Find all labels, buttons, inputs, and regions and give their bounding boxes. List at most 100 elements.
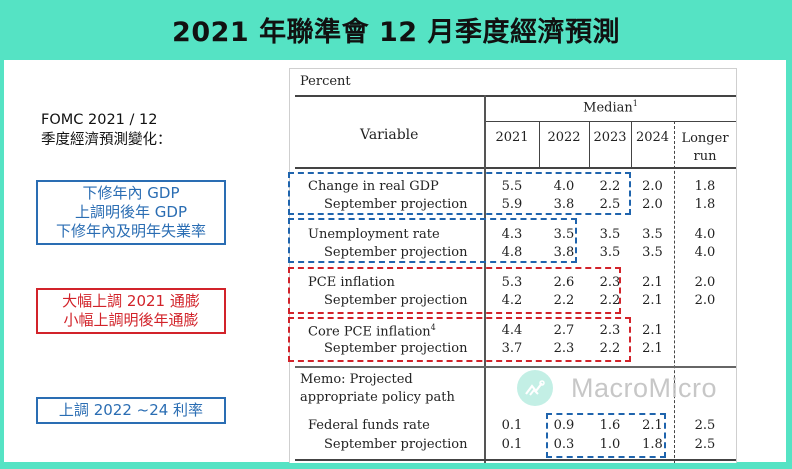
divider bbox=[295, 366, 736, 368]
value-cell: 2.0 bbox=[642, 197, 663, 212]
note-line: 上調明後年 GDP bbox=[75, 203, 187, 221]
value-cell: 1.8 bbox=[694, 179, 716, 194]
value-cell: 4.0 bbox=[694, 227, 716, 242]
row-label: September projection bbox=[324, 197, 468, 212]
highlight-fed-funds bbox=[546, 413, 666, 458]
summary-title-line2: 季度經濟預測變化： bbox=[41, 132, 172, 148]
value-cell: 2.2 bbox=[599, 179, 621, 194]
median-header-text: Median bbox=[583, 100, 633, 116]
row-label: September projection bbox=[324, 245, 468, 260]
col-2024: 2024 bbox=[635, 130, 670, 145]
note-line: 上調 2022 ~24 利率 bbox=[58, 401, 204, 419]
row-label: Unemployment rate bbox=[308, 227, 440, 242]
value-cell: 3.5 bbox=[642, 245, 663, 260]
value-cell: 2.0 bbox=[642, 179, 663, 194]
value-cell: 2.1 bbox=[642, 293, 663, 308]
summary-title-line1: FOMC 2021 / 12 bbox=[41, 112, 158, 128]
note-inflation: 大幅上調 2021 通膨 小幅上調明後年通膨 bbox=[36, 288, 226, 334]
value-cell: 0.1 bbox=[501, 437, 523, 452]
highlight-unemployment bbox=[288, 218, 577, 263]
page-title: 2021 年聯準會 12 月季度經濟預測 bbox=[172, 16, 620, 48]
row-footnote: 4 bbox=[430, 323, 436, 332]
note-line: 大幅上調 2021 通膨 bbox=[62, 292, 200, 310]
longer-run-divider bbox=[674, 121, 675, 463]
note-rates: 上調 2022 ~24 利率 bbox=[36, 397, 226, 424]
value-cell: 3.8 bbox=[553, 245, 575, 260]
highlight-pce bbox=[288, 267, 621, 314]
memo-line1: Memo: Projected bbox=[300, 372, 413, 387]
value-cell: 3.7 bbox=[501, 341, 523, 356]
value-cell: 2.7 bbox=[553, 323, 575, 338]
note-line: 下修年內 GDP bbox=[82, 184, 180, 202]
divider bbox=[295, 95, 736, 97]
value-cell: 3.5 bbox=[599, 227, 621, 242]
value-cell: 4.4 bbox=[501, 323, 523, 338]
value-cell: 2.1 bbox=[642, 275, 663, 290]
value-cell: 0.9 bbox=[553, 418, 575, 433]
value-cell: 2.1 bbox=[642, 341, 663, 356]
value-cell: 0.3 bbox=[553, 437, 575, 452]
value-cell: 4.0 bbox=[694, 245, 716, 260]
value-cell: 3.5 bbox=[599, 245, 621, 260]
value-cell: 5.3 bbox=[501, 275, 523, 290]
value-cell: 5.9 bbox=[501, 197, 523, 212]
value-cell: 2.2 bbox=[599, 341, 621, 356]
value-cell: 5.5 bbox=[501, 179, 523, 194]
col-2022: 2022 bbox=[547, 130, 581, 145]
col-divider bbox=[589, 121, 590, 168]
divider bbox=[485, 121, 736, 122]
col-longer-run: Longer run bbox=[674, 130, 736, 166]
note-line: 下修年內及明年失業率 bbox=[55, 222, 206, 240]
value-cell: 1.6 bbox=[599, 418, 621, 433]
summary-title: FOMC 2021 / 12 季度經濟預測變化： bbox=[41, 110, 172, 150]
row-label: Core PCE inflation4 bbox=[308, 323, 436, 339]
value-cell: 2.5 bbox=[599, 197, 621, 212]
header-bar: 2021 年聯準會 12 月季度經濟預測 bbox=[0, 0, 792, 58]
value-cell: 4.2 bbox=[501, 293, 523, 308]
projections-table: Percent Variable Median1 2021 2022 2023 … bbox=[288, 68, 737, 463]
row-label: Federal funds rate bbox=[308, 418, 430, 433]
variable-divider bbox=[484, 95, 486, 463]
variable-header: Variable bbox=[360, 127, 419, 143]
memo-label: Memo: Projected appropriate policy path bbox=[300, 371, 455, 407]
value-cell: 4.8 bbox=[501, 245, 523, 260]
value-cell: 2.1 bbox=[642, 418, 663, 433]
value-cell: 4.3 bbox=[501, 227, 523, 242]
note-gdp-unemployment: 下修年內 GDP 上調明後年 GDP 下修年內及明年失業率 bbox=[36, 180, 226, 245]
value-cell: 2.6 bbox=[553, 275, 575, 290]
row-label-text: Core PCE inflation bbox=[308, 324, 431, 340]
value-cell: 1.8 bbox=[694, 197, 716, 212]
value-cell: 2.0 bbox=[694, 275, 716, 290]
median-header: Median1 bbox=[485, 99, 736, 115]
highlight-gdp bbox=[288, 172, 631, 215]
value-cell: 1.0 bbox=[599, 437, 621, 452]
value-cell: 4.0 bbox=[553, 179, 575, 194]
value-cell: 1.8 bbox=[642, 437, 663, 452]
value-cell: 2.3 bbox=[599, 275, 621, 290]
col-2021: 2021 bbox=[495, 130, 529, 145]
col-divider bbox=[631, 121, 632, 168]
value-cell: 2.0 bbox=[694, 293, 716, 308]
col-longer-run-line1: Longer bbox=[681, 131, 729, 146]
note-line: 小幅上調明後年通膨 bbox=[63, 311, 199, 329]
row-label: September projection bbox=[324, 293, 468, 308]
value-cell: 0.1 bbox=[501, 418, 523, 433]
col-longer-run-line2: run bbox=[693, 149, 717, 164]
col-2023: 2023 bbox=[593, 130, 627, 145]
col-divider bbox=[539, 121, 540, 168]
value-cell: 3.5 bbox=[553, 227, 575, 242]
value-cell: 2.2 bbox=[599, 293, 621, 308]
value-cell: 2.5 bbox=[694, 437, 716, 452]
divider bbox=[295, 167, 736, 169]
row-label: PCE inflation bbox=[308, 275, 395, 290]
value-cell: 2.3 bbox=[553, 341, 575, 356]
memo-line2: appropriate policy path bbox=[300, 390, 455, 405]
divider bbox=[295, 459, 736, 461]
row-label: September projection bbox=[324, 437, 468, 452]
unit-label: Percent bbox=[300, 74, 351, 89]
value-cell: 2.2 bbox=[553, 293, 575, 308]
highlight-core-pce bbox=[288, 317, 631, 362]
value-cell: 2.1 bbox=[642, 323, 663, 338]
value-cell: 2.5 bbox=[694, 418, 716, 433]
value-cell: 3.8 bbox=[553, 197, 575, 212]
